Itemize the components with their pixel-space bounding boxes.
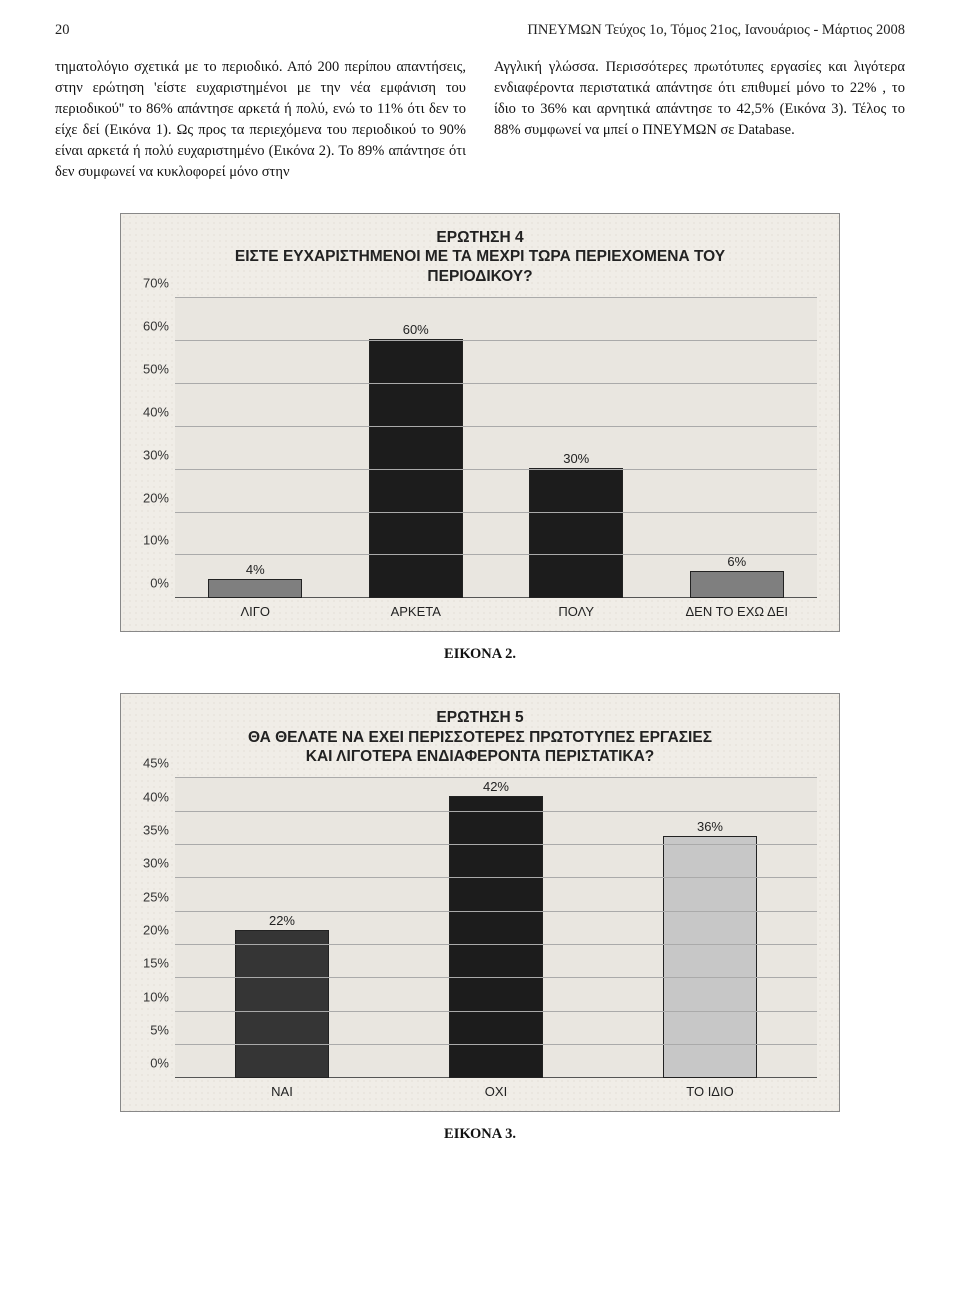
y-tick-label: 25%: [129, 889, 169, 904]
bar-slot: 36%: [633, 778, 787, 1078]
column-right: Αγγλική γλώσσα. Περισσότερες πρωτότυπες …: [494, 57, 905, 183]
x-category-label: ΟΧΙ: [419, 1084, 573, 1099]
y-tick-label: 50%: [129, 361, 169, 376]
bar-rect: [208, 579, 302, 598]
y-gridline: [175, 844, 817, 845]
y-gridline: [175, 426, 817, 427]
y-tick-label: 35%: [129, 823, 169, 838]
y-tick-label: 10%: [129, 533, 169, 548]
y-tick-label: 10%: [129, 989, 169, 1004]
y-tick-label: 0%: [129, 1056, 169, 1071]
bar-value-label: 60%: [403, 322, 429, 337]
x-category-label: ΑΡΚΕΤΑ: [339, 604, 493, 619]
y-tick-label: 20%: [129, 490, 169, 505]
bar-value-label: 4%: [246, 562, 265, 577]
chart2-title-line3: ΚΑΙ ΛΙΓΟΤΕΡΑ ΕΝΔΙΑΦΕΡΟΝΤΑ ΠΕΡΙΣΤΑΤΙΚΑ?: [135, 747, 825, 766]
chart1-title: ΕΡΩΤΗΣΗ 4 ΕΙΣΤΕ ΕΥΧΑΡΙΣΤΗΜΕΝΟΙ ΜΕ ΤΑ ΜΕΧ…: [135, 228, 825, 286]
y-gridline: [175, 383, 817, 384]
x-category-label: ΔΕΝ ΤΟ ΕΧΩ ΔΕΙ: [660, 604, 814, 619]
y-gridline: [175, 877, 817, 878]
chart2-box: ΕΡΩΤΗΣΗ 5 ΘΑ ΘΕΛΑΤΕ ΝΑ ΕΧΕΙ ΠΕΡΙΣΣΟΤΕΡΕΣ…: [120, 693, 840, 1112]
y-gridline: [175, 297, 817, 298]
bar-slot: 42%: [419, 778, 573, 1078]
bar-value-label: 42%: [483, 779, 509, 794]
chart2-title: ΕΡΩΤΗΣΗ 5 ΘΑ ΘΕΛΑΤΕ ΝΑ ΕΧΕΙ ΠΕΡΙΣΣΟΤΕΡΕΣ…: [135, 708, 825, 766]
running-header: 20 ΠΝΕΥΜΩΝ Τεύχος 1ο, Τόμος 21ος, Ιανουά…: [55, 22, 905, 39]
y-tick-label: 20%: [129, 923, 169, 938]
bar-slot: 22%: [205, 778, 359, 1078]
bar-rect: [449, 796, 543, 1078]
y-tick-label: 5%: [129, 1023, 169, 1038]
chart1-wrap: ΕΡΩΤΗΣΗ 4 ΕΙΣΤΕ ΕΥΧΑΡΙΣΤΗΜΕΝΟΙ ΜΕ ΤΑ ΜΕΧ…: [120, 213, 840, 663]
chart2-title-line1: ΕΡΩΤΗΣΗ 5: [135, 708, 825, 727]
y-tick-label: 45%: [129, 756, 169, 771]
page-root: 20 ΠΝΕΥΜΩΝ Τεύχος 1ο, Τόμος 21ος, Ιανουά…: [0, 0, 960, 1201]
x-category-label: ΤΟ ΙΔΙΟ: [633, 1084, 787, 1099]
bar-rect: [235, 930, 329, 1079]
bar-slot: 4%: [178, 298, 332, 598]
chart2-wrap: ΕΡΩΤΗΣΗ 5 ΘΑ ΘΕΛΑΤΕ ΝΑ ΕΧΕΙ ΠΕΡΙΣΣΟΤΕΡΕΣ…: [120, 693, 840, 1143]
chart1-box: ΕΡΩΤΗΣΗ 4 ΕΙΣΤΕ ΕΥΧΑΡΙΣΤΗΜΕΝΟΙ ΜΕ ΤΑ ΜΕΧ…: [120, 213, 840, 632]
y-gridline: [175, 944, 817, 945]
y-gridline: [175, 977, 817, 978]
x-category-label: ΛΙΓΟ: [178, 604, 332, 619]
chart2-title-line2: ΘΑ ΘΕΛΑΤΕ ΝΑ ΕΧΕΙ ΠΕΡΙΣΣΟΤΕΡΕΣ ΠΡΩΤΟΤΥΠΕ…: [135, 728, 825, 747]
chart2-plot: 22%42%36% 0%5%10%15%20%25%30%35%40%45%: [175, 778, 817, 1078]
y-gridline: [175, 554, 817, 555]
chart2-caption: ΕΙΚΟΝΑ 3.: [120, 1126, 840, 1143]
y-gridline: [175, 1044, 817, 1045]
page-number: 20: [55, 22, 70, 39]
chart1-plot: 4%60%30%6% 0%10%20%30%40%50%60%70%: [175, 298, 817, 598]
bar-value-label: 36%: [697, 819, 723, 834]
bar-rect: [529, 468, 623, 599]
bar-slot: 30%: [499, 298, 653, 598]
y-tick-label: 30%: [129, 856, 169, 871]
bar-rect: [690, 571, 784, 599]
y-gridline: [175, 340, 817, 341]
y-gridline: [175, 512, 817, 513]
bar-rect: [663, 836, 757, 1078]
y-tick-label: 40%: [129, 404, 169, 419]
y-gridline: [175, 777, 817, 778]
chart2-bars: 22% 42% 36%: [175, 778, 817, 1078]
y-tick-label: 15%: [129, 956, 169, 971]
journal-header: ΠΝΕΥΜΩΝ Τεύχος 1ο, Τόμος 21ος, Ιανουάριο…: [527, 22, 905, 39]
chart1-title-line3: ΠΕΡΙΟΔΙΚΟΥ?: [135, 267, 825, 286]
chart1-title-line2: ΕΙΣΤΕ ΕΥΧΑΡΙΣΤΗΜΕΝΟΙ ΜΕ ΤΑ ΜΕΧΡΙ ΤΩΡΑ ΠΕ…: [135, 247, 825, 266]
y-gridline: [175, 469, 817, 470]
chart1-xlabels: ΛΙΓΟ ΑΡΚΕΤΑ ΠΟΛΥ ΔΕΝ ΤΟ ΕΧΩ ΔΕΙ: [175, 598, 817, 619]
y-tick-label: 40%: [129, 789, 169, 804]
bar-value-label: 6%: [727, 554, 746, 569]
y-gridline: [175, 911, 817, 912]
chart2-xlabels: ΝΑΙ ΟΧΙ ΤΟ ΙΔΙΟ: [175, 1078, 817, 1099]
x-category-label: ΝΑΙ: [205, 1084, 359, 1099]
chart1-title-line1: ΕΡΩΤΗΣΗ 4: [135, 228, 825, 247]
bar-slot: 60%: [339, 298, 493, 598]
y-tick-label: 70%: [129, 276, 169, 291]
chart1-bars: 4% 60% 30% 6%: [175, 298, 817, 598]
body-columns: τηματολόγιο σχετικά με το περιοδικό. Από…: [55, 57, 905, 183]
bar-value-label: 22%: [269, 913, 295, 928]
y-gridline: [175, 1011, 817, 1012]
y-tick-label: 60%: [129, 319, 169, 334]
x-category-label: ΠΟΛΥ: [499, 604, 653, 619]
column-left: τηματολόγιο σχετικά με το περιοδικό. Από…: [55, 57, 466, 183]
y-gridline: [175, 811, 817, 812]
bar-value-label: 30%: [563, 451, 589, 466]
chart1-caption: ΕΙΚΟΝΑ 2.: [120, 646, 840, 663]
y-tick-label: 30%: [129, 447, 169, 462]
bar-slot: 6%: [660, 298, 814, 598]
y-tick-label: 0%: [129, 576, 169, 591]
